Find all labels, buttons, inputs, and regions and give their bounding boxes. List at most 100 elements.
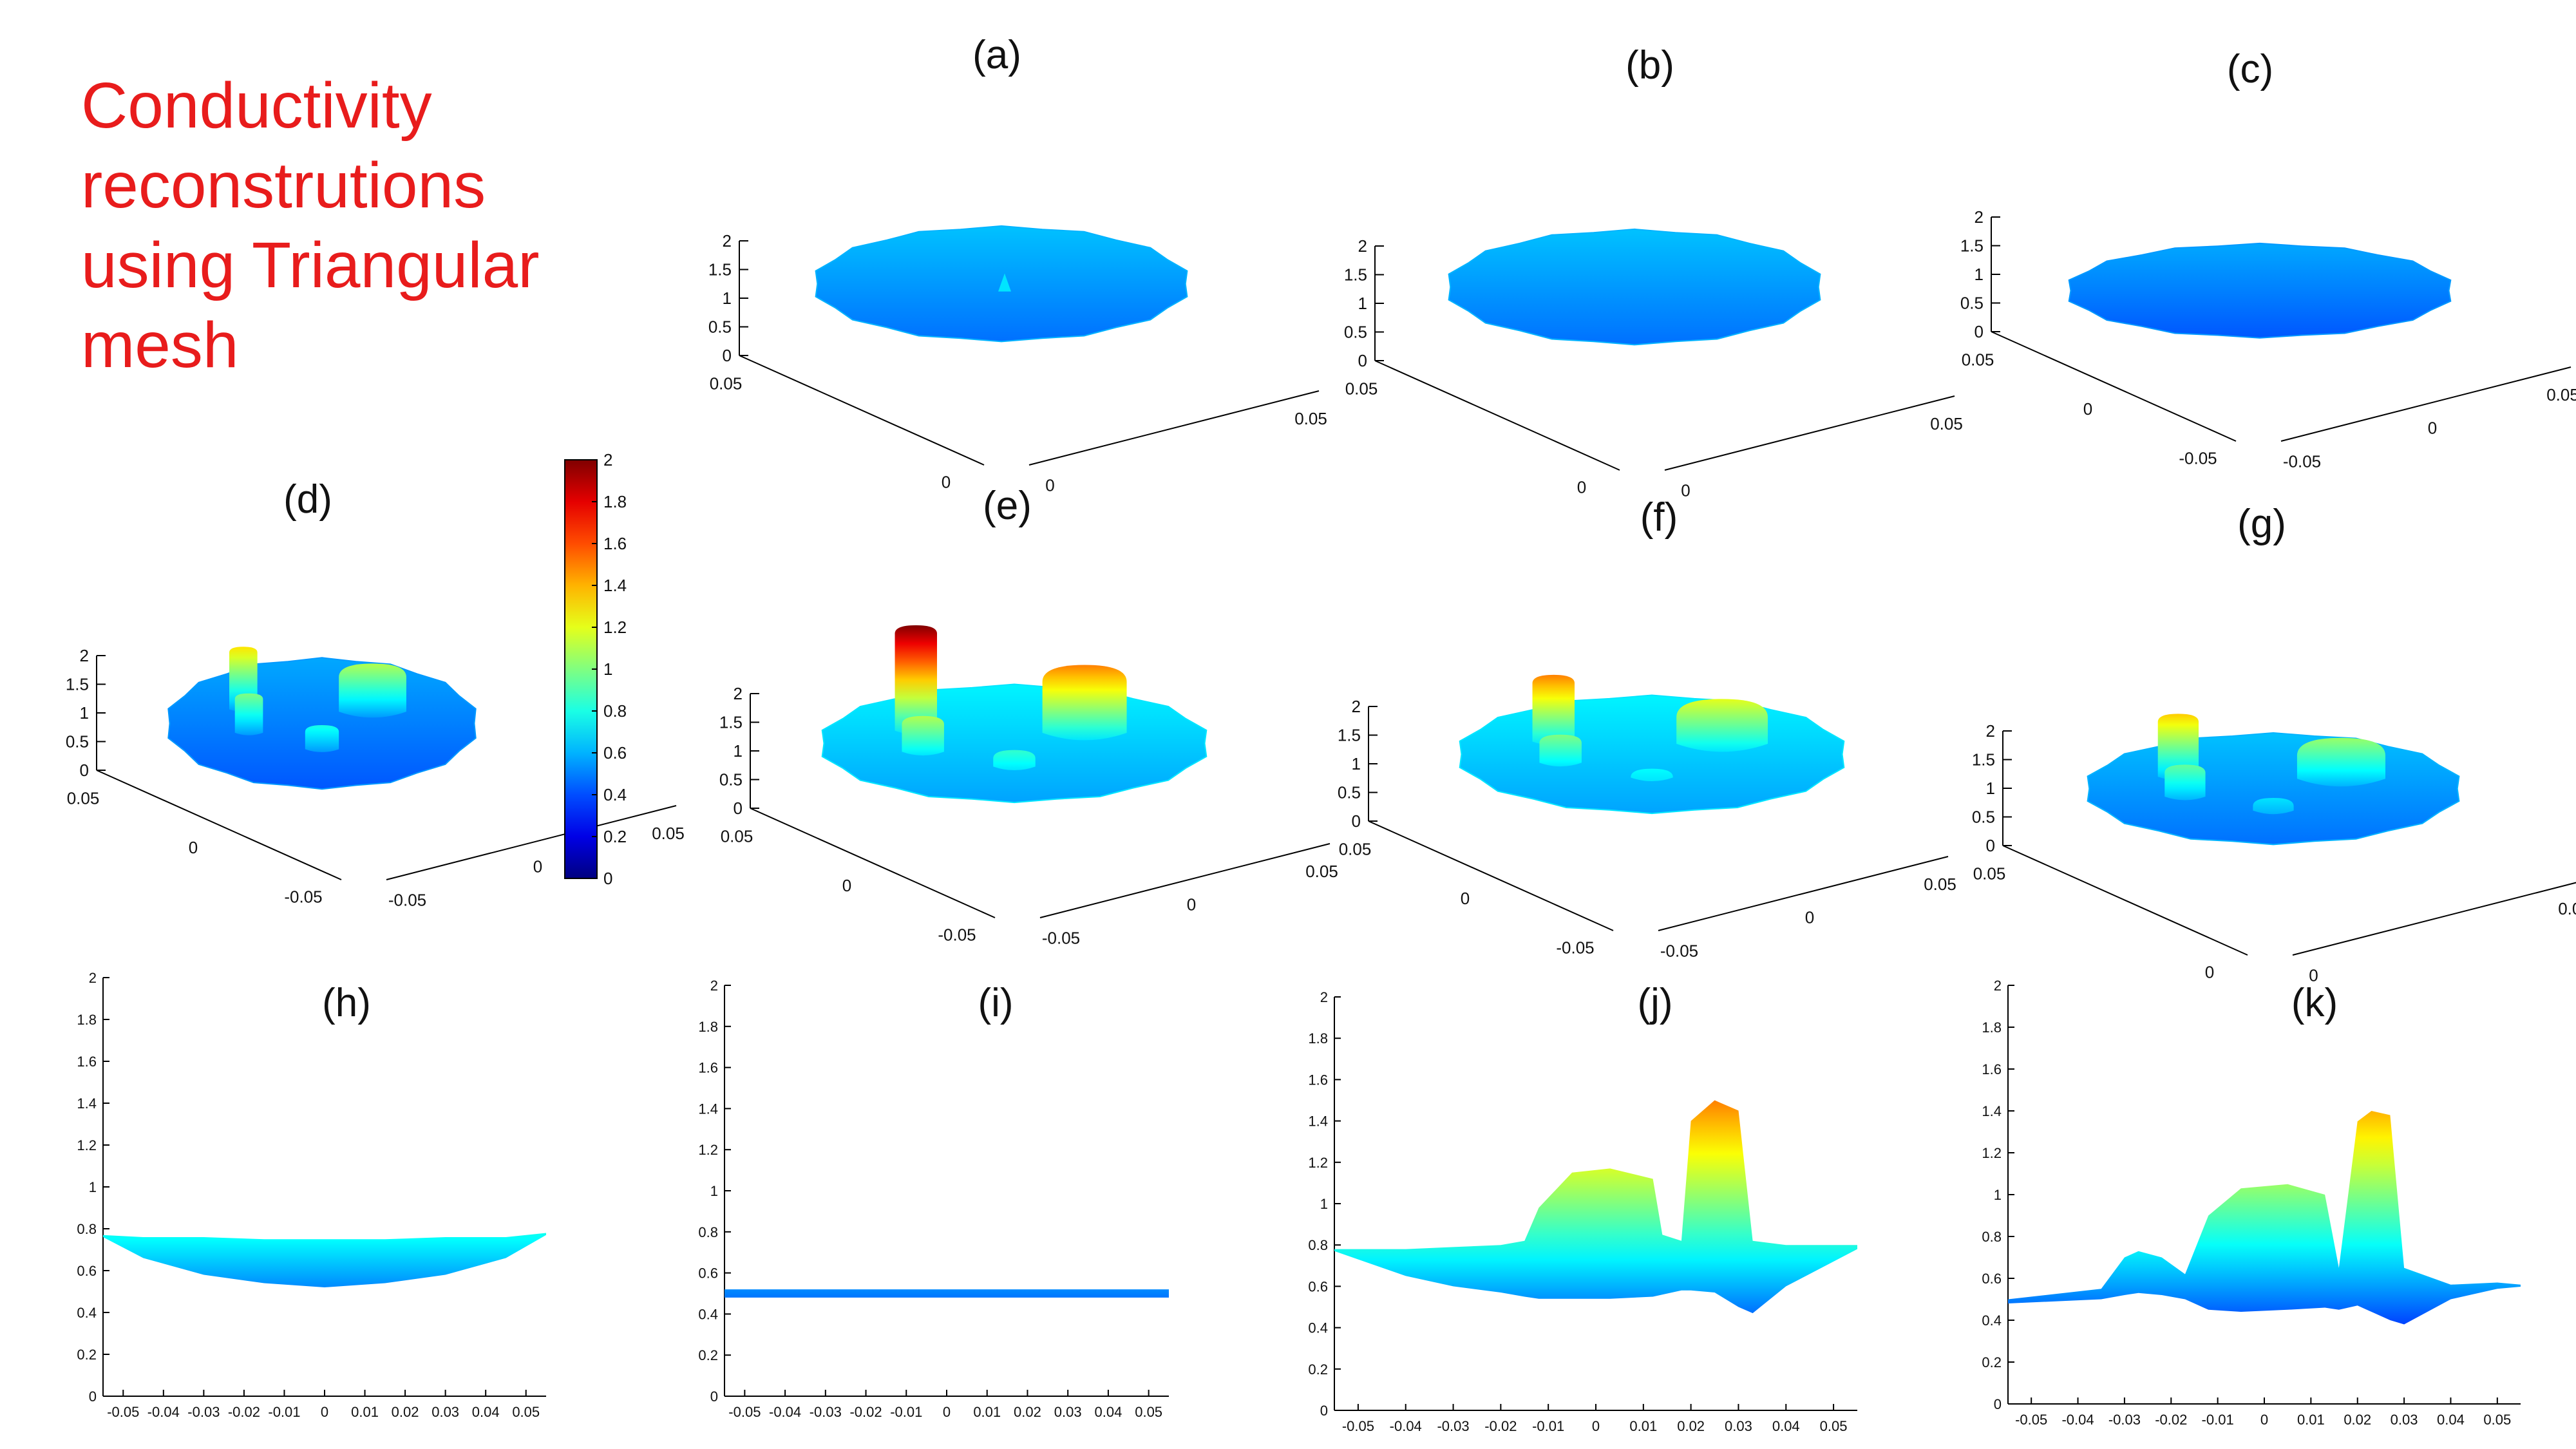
heading-line-2: reconstrutions <box>81 149 486 222</box>
x-tick-label: 0.05 <box>1305 862 1338 881</box>
surface-peak <box>1631 768 1673 782</box>
y-tick-label: 0.05 <box>1339 840 1372 859</box>
y-tick-label: 1.8 <box>1982 1019 2002 1036</box>
panel-label-k: (k) <box>2291 981 2338 1025</box>
y-tick-label: 0.6 <box>698 1265 718 1282</box>
x-tick-label: 0.04 <box>2437 1412 2465 1428</box>
z-tick-label: 2 <box>723 231 732 251</box>
y-tick-label: 0 <box>842 876 851 895</box>
y-tick-label: 1.6 <box>1982 1061 2002 1077</box>
x-tick-label: 0.05 <box>652 824 685 843</box>
colorbar-tick-label: 0.4 <box>603 785 627 804</box>
z-tick-label: 0 <box>1352 811 1361 831</box>
x-tick-label: -0.03 <box>187 1404 220 1420</box>
surface-peak <box>1539 734 1582 767</box>
z-tick-label: 2 <box>80 646 89 665</box>
x-tick-label: 0.02 <box>1014 1404 1041 1420</box>
x-tick-label: -0.04 <box>2061 1412 2094 1428</box>
x-tick-label: -0.05 <box>1342 1418 1374 1434</box>
x-tick-label: 0 <box>2260 1412 2268 1428</box>
x-tick-label: 0.05 <box>1294 409 1327 428</box>
x-tick-label: -0.03 <box>1437 1418 1469 1434</box>
y-tick-label: 1.4 <box>1308 1113 1328 1130</box>
y-tick-label: 1.4 <box>77 1095 97 1112</box>
x-tick-label: 0.04 <box>1094 1404 1122 1420</box>
y-tick-label: 0 <box>710 1388 718 1405</box>
x-axis <box>1658 856 1949 931</box>
x-tick-label: 0.05 <box>1135 1404 1162 1420</box>
surface-peak <box>993 750 1036 771</box>
panel-label-f: (f) <box>1640 495 1678 540</box>
y-tick-label: 0.6 <box>1308 1278 1328 1294</box>
colorbar-bar <box>564 459 598 879</box>
y-axis <box>1368 820 1614 931</box>
y-tick-label: 1.8 <box>77 1012 97 1028</box>
x-tick-label: 0.05 <box>2558 899 2576 918</box>
x-tick-label: -0.05 <box>388 890 426 909</box>
surface-plot-e: 0 0.5 1 1.5 2 0.05 0 -0.05 -0.05 0 0.05 <box>719 625 1338 947</box>
z-tick-label: 1.5 <box>719 713 743 732</box>
z-tick-label: 2 <box>734 684 743 703</box>
x-tick-label: 0.03 <box>431 1404 459 1420</box>
y-tick-label: 0 <box>89 1388 97 1405</box>
z-tick-label: 1.5 <box>708 260 732 279</box>
z-tick-label: 0.5 <box>1972 808 1995 827</box>
surface-plot-g: 0 0.5 1 1.5 2 0.05 0 0 0.05 <box>1972 714 2576 985</box>
z-tick-label: 2 <box>1352 697 1361 716</box>
z-tick-label: 0.5 <box>1344 323 1367 342</box>
y-axis <box>2002 845 2248 956</box>
x-axis <box>2280 366 2571 442</box>
surface-peak <box>1532 674 1575 746</box>
surface-plot-d: 0 0.5 1 1.5 2 0.05 0 -0.05 -0.05 0 0.05 <box>66 646 685 909</box>
surface-base <box>1459 694 1845 815</box>
x-tick-label: 0.04 <box>472 1404 500 1420</box>
y-tick-label: 1.8 <box>698 1019 718 1035</box>
surface-plot-a: 0 0.5 1 1.5 2 0.05 0 0 0.05 <box>708 225 1327 495</box>
y-tick-label: 0.8 <box>698 1224 718 1240</box>
panel-label-d: (d) <box>283 477 332 522</box>
y-tick-label: 0.8 <box>1982 1229 2002 1245</box>
surface-spike <box>998 273 1011 292</box>
y-tick-label: 0.05 <box>1345 379 1378 399</box>
x-tick-label: -0.02 <box>228 1404 260 1420</box>
side-plot-h: 0 0.2 0.4 0.6 0.8 1 1.2 1.4 1.6 1.8 2 -0.05 -0.04 -0.… <box>77 970 546 1420</box>
x-tick-label: 0.01 <box>351 1404 379 1420</box>
surface-base <box>2087 732 2460 846</box>
x-tick-label: 0.02 <box>2344 1412 2371 1428</box>
side-plot-j: 0 0.2 0.4 0.6 0.8 1 1.2 1.4 1.6 1.8 2 -0.05 -0.04 -0.… <box>1308 989 1857 1434</box>
y-tick-label: 0.05 <box>67 789 100 808</box>
colorbar-tick-label: 0.6 <box>603 743 627 762</box>
x-tick-label: -0.01 <box>1532 1418 1564 1434</box>
panel-label-h: (h) <box>322 981 371 1025</box>
y-tick-label: 0.6 <box>77 1263 97 1279</box>
y-tick-label: 0.05 <box>710 374 743 393</box>
z-tick-label: 0.5 <box>708 317 732 337</box>
y-tick-label: 1 <box>1994 1187 2002 1203</box>
x-tick-label: -0.01 <box>890 1404 922 1420</box>
x-tick-label: 0.02 <box>392 1404 419 1420</box>
colorbar-tick-label: 1.2 <box>603 618 627 637</box>
profile-band <box>724 1289 1169 1298</box>
y-tick-label: 0.2 <box>77 1347 97 1363</box>
y-tick-label: 2 <box>1320 989 1328 1005</box>
x-tick-label: 0.05 <box>1820 1418 1848 1434</box>
y-tick-label: 0 <box>1461 889 1470 908</box>
z-tick-label: 0 <box>1358 351 1367 370</box>
z-tick-label: 0 <box>734 799 743 818</box>
x-tick-label: 0 <box>1045 475 1054 495</box>
x-tick-label: 0.05 <box>2483 1412 2511 1428</box>
surface-peak <box>1042 665 1127 741</box>
y-tick-label: -0.05 <box>1556 938 1594 958</box>
panel-label-e: (e) <box>983 484 1032 528</box>
y-tick-label: 1.6 <box>1308 1072 1328 1088</box>
z-tick-label: 0.5 <box>1960 294 1984 313</box>
y-tick-label: 1 <box>710 1183 718 1199</box>
y-tick-label: -0.05 <box>2179 449 2217 468</box>
x-tick-label: 0 <box>321 1404 328 1420</box>
x-tick-label: -0.05 <box>107 1404 139 1420</box>
surface-plot-c: 0 0.5 1 1.5 2 0.05 0 -0.05 -0.05 0 0.05 <box>1960 207 2576 471</box>
y-axis <box>739 355 985 466</box>
y-tick-label: 0.8 <box>77 1221 97 1237</box>
profile-band <box>1334 1100 1857 1314</box>
y-tick-label: 0.8 <box>1308 1237 1328 1253</box>
